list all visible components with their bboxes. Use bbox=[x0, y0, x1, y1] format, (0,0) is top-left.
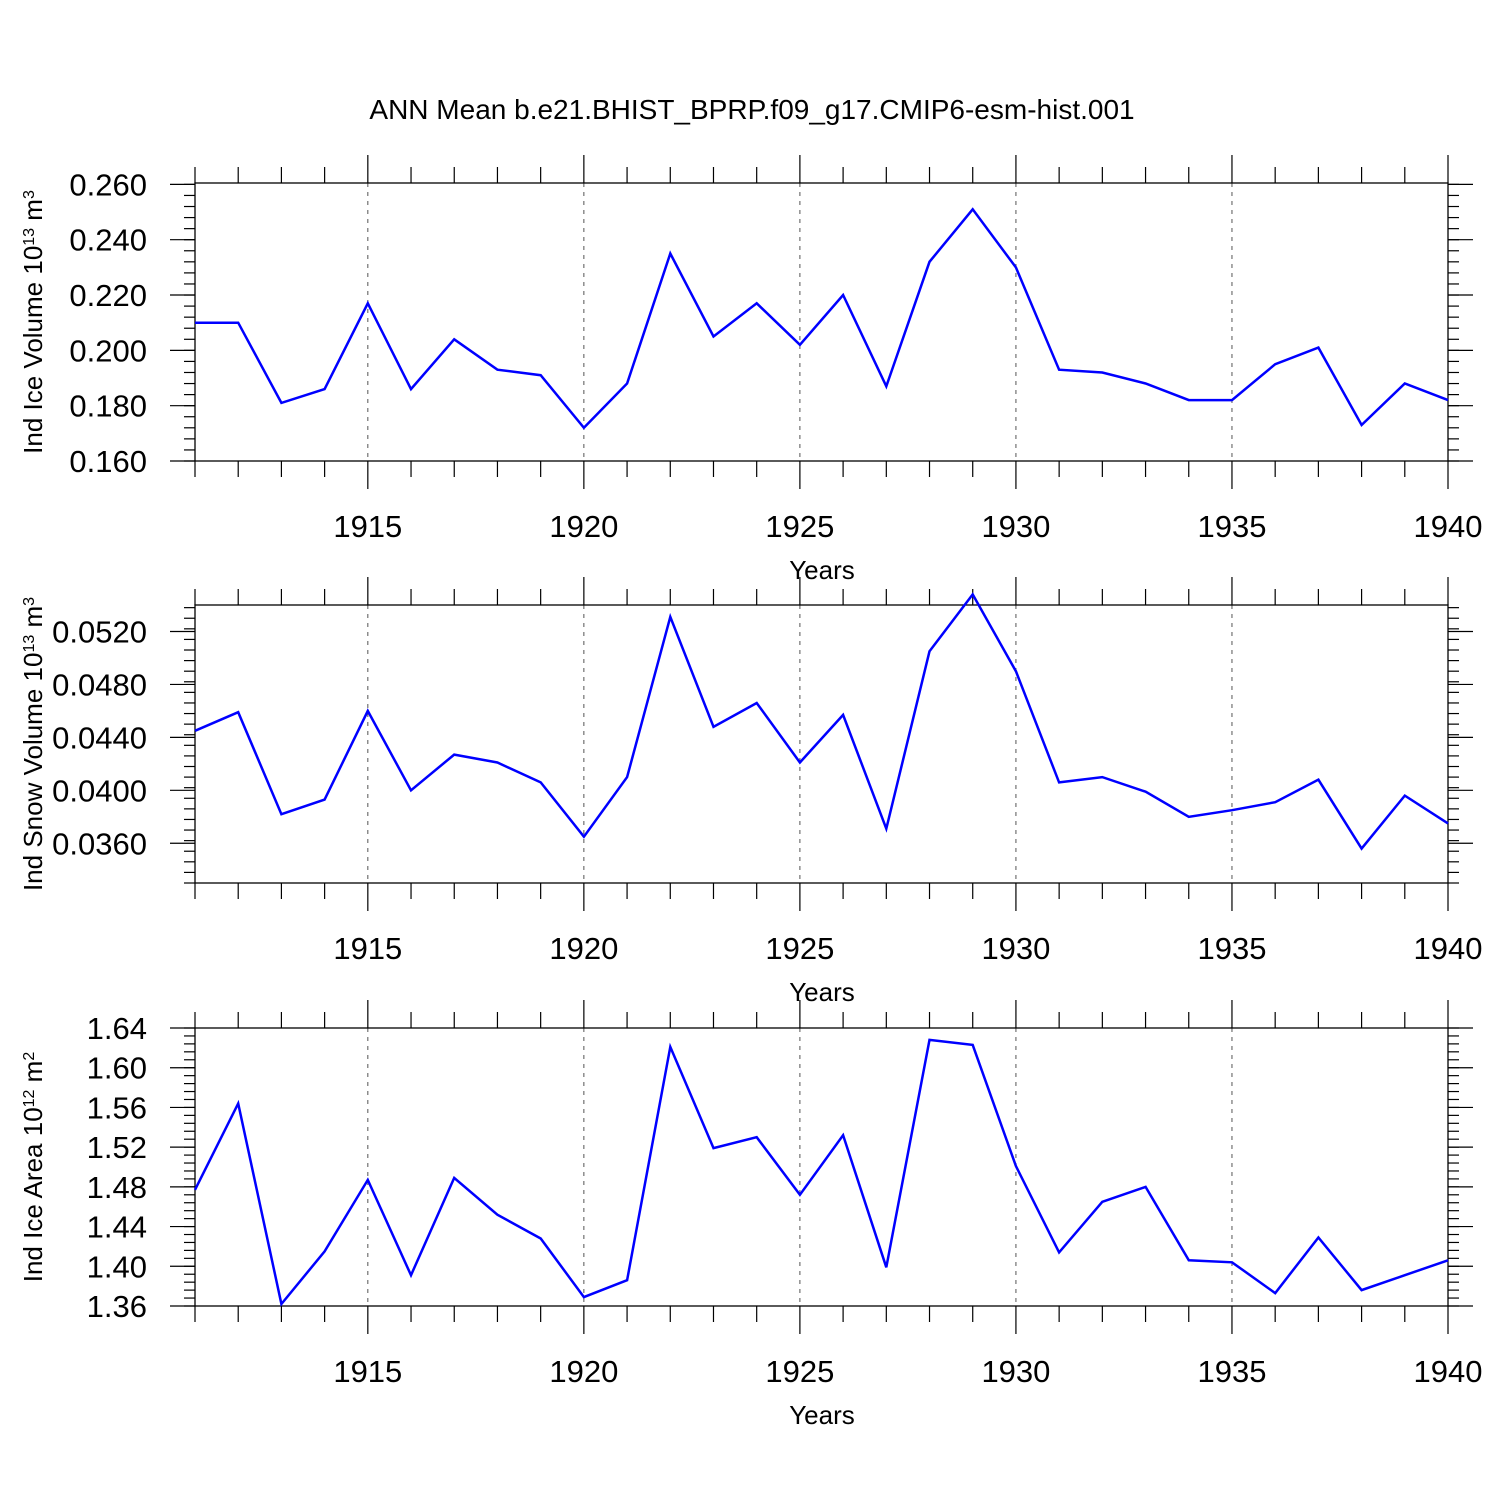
plot-frame bbox=[194, 182, 1449, 462]
y-tick-label: 0.220 bbox=[69, 278, 147, 313]
plot-frame bbox=[194, 1027, 1449, 1307]
y-axis-label-part: m bbox=[18, 606, 48, 635]
x-tick-label: 1935 bbox=[1197, 509, 1266, 544]
panel-1: 0.160 0.180 0.200 0.220 0.240 0.260 1915 1920 19… bbox=[18, 155, 1482, 585]
y-axis-label-superscript: 2 bbox=[21, 1052, 38, 1061]
y-tick-label: 1.52 bbox=[87, 1130, 147, 1165]
y-axis-label-part: Ind Ice Volume 10 bbox=[18, 246, 48, 454]
x-tick-label: 1925 bbox=[765, 509, 834, 544]
y-tick-label: 1.64 bbox=[87, 1011, 147, 1046]
x-tick-label: 1925 bbox=[765, 931, 834, 966]
chart-title: ANN Mean b.e21.BHIST_BPRP.f09_g17.CMIP6-… bbox=[369, 94, 1134, 125]
y-tick-label: 0.0360 bbox=[52, 826, 147, 861]
y-axis-label-part: Ind Ice Area 10 bbox=[18, 1107, 48, 1282]
series-line bbox=[195, 207, 1449, 430]
y-tick-label: 0.180 bbox=[69, 389, 147, 424]
series-line bbox=[193, 1038, 1449, 1307]
y-axis-label: Ind Ice Volume 1013 m3 bbox=[18, 190, 48, 454]
y-axis-label-part: m bbox=[18, 199, 48, 228]
x-tick-label: 1920 bbox=[549, 931, 618, 966]
x-tick-label: 1935 bbox=[1197, 1354, 1266, 1389]
x-tick-label: 1915 bbox=[333, 931, 402, 966]
y-tick-label: 1.60 bbox=[87, 1051, 147, 1086]
x-axis-label: Years bbox=[789, 555, 855, 585]
y-tick-label: 0.0520 bbox=[52, 614, 147, 649]
y-tick-label: 0.0480 bbox=[52, 667, 147, 702]
panel-3: 1.36 1.40 1.44 1.48 1.52 1.56 1.60 1.64 1915 1920… bbox=[18, 1000, 1482, 1430]
x-tick-label: 1925 bbox=[765, 1354, 834, 1389]
y-tick-label: 1.44 bbox=[87, 1210, 147, 1245]
plot-frame bbox=[194, 604, 1449, 884]
x-tick-label: 1930 bbox=[981, 509, 1050, 544]
y-axis-label-superscript: 13 bbox=[21, 228, 38, 246]
x-tick-label: 1920 bbox=[549, 1354, 618, 1389]
series-line bbox=[194, 592, 1449, 851]
x-tick-label: 1915 bbox=[333, 1354, 402, 1389]
y-tick-label: 0.0400 bbox=[52, 773, 147, 808]
x-tick-label: 1940 bbox=[1414, 1354, 1483, 1389]
x-tick-label: 1935 bbox=[1197, 931, 1266, 966]
x-tick-label: 1940 bbox=[1414, 509, 1483, 544]
y-tick-label: 1.48 bbox=[87, 1170, 147, 1205]
y-axis-label: Ind Ice Area 1012 m2 bbox=[18, 1052, 48, 1283]
y-tick-label: 1.56 bbox=[87, 1090, 147, 1125]
panel-2: 0.0360 0.0400 0.0440 0.0480 0.0520 1915 1920 19… bbox=[18, 577, 1482, 1007]
x-axis-label: Years bbox=[789, 977, 855, 1007]
y-tick-label: 0.240 bbox=[69, 223, 147, 258]
y-tick-label: 0.0440 bbox=[52, 720, 147, 755]
x-tick-label: 1930 bbox=[981, 1354, 1050, 1389]
y-tick-label: 1.36 bbox=[87, 1289, 147, 1324]
y-tick-label: 0.260 bbox=[69, 167, 147, 202]
y-axis-label-part: Ind Snow Volume 10 bbox=[18, 653, 48, 892]
y-axis-label-part: m bbox=[18, 1061, 48, 1090]
x-axis-label: Years bbox=[789, 1400, 855, 1430]
y-axis-label-superscript: 12 bbox=[21, 1089, 38, 1107]
chart-panels: 0.160 0.180 0.200 0.220 0.240 0.260 1915 1920 19… bbox=[18, 155, 1482, 1430]
y-axis-label-superscript: 13 bbox=[21, 635, 38, 653]
x-tick-label: 1915 bbox=[333, 509, 402, 544]
y-axis-label: Ind Snow Volume 1013 m3 bbox=[18, 597, 48, 891]
y-tick-label: 0.200 bbox=[69, 333, 147, 368]
x-tick-label: 1940 bbox=[1414, 931, 1483, 966]
y-axis-label-superscript: 3 bbox=[21, 597, 38, 606]
x-tick-label: 1920 bbox=[549, 509, 618, 544]
y-tick-label: 1.40 bbox=[87, 1249, 147, 1284]
y-axis-label-superscript: 3 bbox=[21, 190, 38, 199]
y-tick-label: 0.160 bbox=[69, 444, 147, 479]
x-tick-label: 1930 bbox=[981, 931, 1050, 966]
